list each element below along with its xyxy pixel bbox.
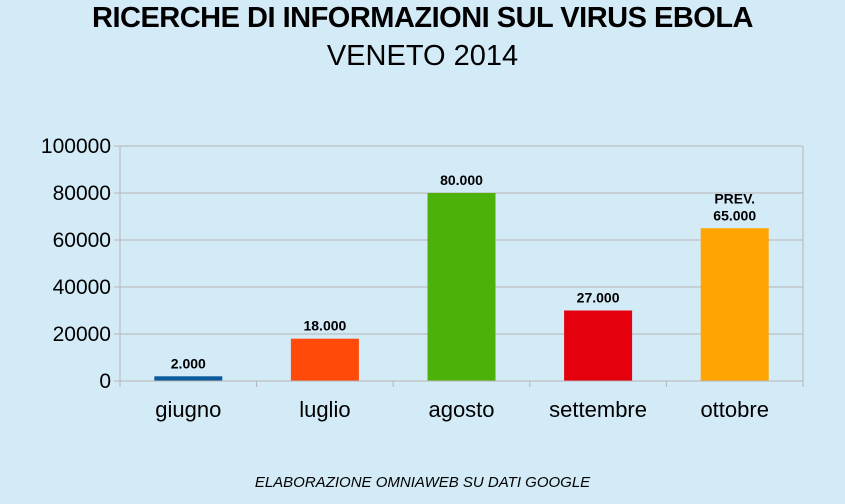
data-label: 27.000 xyxy=(577,290,620,306)
bar-giugno xyxy=(154,376,223,381)
x-tick-label: giugno xyxy=(155,397,221,422)
bar-agosto xyxy=(427,193,496,381)
chart-subtitle: VENETO 2014 xyxy=(326,40,519,72)
x-tick-label: settembre xyxy=(549,397,647,422)
bar-settembre xyxy=(564,310,633,381)
bar-luglio xyxy=(290,338,359,381)
x-tick-label: agosto xyxy=(428,397,494,422)
x-tick-label: ottobre xyxy=(700,397,769,422)
chart-title: RICERCHE DI INFORMAZIONI SUL VIRUS EBOLA xyxy=(92,2,754,34)
y-tick-label: 60000 xyxy=(53,229,111,252)
data-label: 18.000 xyxy=(303,318,346,334)
source-note: ELABORAZIONE OMNIAWEB SU DATI GOOGLE xyxy=(254,474,591,491)
bar-chart: 0 20000 40000 60000 80000 100000 giugno 2.000 lu… xyxy=(41,135,804,422)
data-label: 2.000 xyxy=(171,355,206,371)
x-tick-label: luglio xyxy=(299,397,350,422)
data-label: 65.000 xyxy=(713,207,756,223)
bar-ottobre xyxy=(700,228,769,381)
y-tick-label: 20000 xyxy=(53,323,111,346)
data-label: 80.000 xyxy=(440,172,483,188)
data-label: PREV. xyxy=(714,190,755,206)
y-tick-label: 40000 xyxy=(53,276,111,299)
y-tick-label: 100000 xyxy=(41,135,111,158)
y-tick-label: 80000 xyxy=(53,182,111,205)
y-tick-label: 0 xyxy=(99,370,111,393)
